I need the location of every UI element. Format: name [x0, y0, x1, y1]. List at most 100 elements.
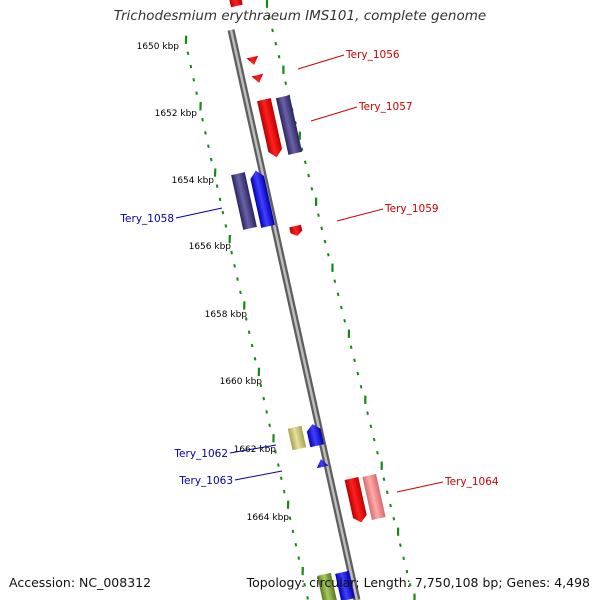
gene-tery-1062-block[interactable]	[287, 425, 307, 451]
minor-tick	[201, 117, 204, 122]
gene-tery-1057-arrow[interactable]	[257, 98, 283, 159]
gene-label-tery-1062[interactable]: Tery_1062	[173, 448, 228, 460]
minor-tick	[336, 292, 340, 297]
minor-tick	[209, 157, 213, 162]
minor-tick	[186, 51, 190, 56]
minor-tick	[303, 582, 306, 587]
minor-tick	[297, 556, 301, 560]
minor-tick	[221, 210, 225, 215]
minor-tick	[359, 384, 363, 389]
gene-purple-box	[231, 172, 257, 230]
gene-tery-1056-a[interactable]	[246, 55, 259, 66]
kbp-label-1654: 1654 kbp	[172, 176, 215, 186]
gene-light-red-box	[362, 474, 386, 520]
minor-tick	[399, 543, 402, 547]
kbp-label-1664: 1664 kbp	[247, 513, 290, 523]
minor-tick	[353, 358, 356, 363]
minor-tick	[259, 383, 263, 388]
gene-red-arrow	[257, 98, 283, 158]
minor-tick	[385, 490, 389, 495]
gene-label-tery-1059[interactable]: Tery_1059	[384, 203, 439, 215]
minor-tick	[408, 582, 412, 587]
minor-tick	[310, 186, 314, 191]
gene-tery-1064-arrow[interactable]	[344, 476, 368, 524]
leader-tery-1059	[336, 208, 384, 222]
gene-blue-arrow	[316, 459, 329, 469]
gene-purple-box	[275, 95, 303, 155]
gene-blue-arrow	[250, 170, 275, 228]
minor-tick	[244, 317, 248, 321]
gene-tery-1062-arrow[interactable]	[306, 423, 324, 448]
minor-tick	[224, 224, 228, 228]
minor-tick	[303, 160, 307, 165]
minor-tick	[279, 476, 283, 481]
gene-tery-1056-b[interactable]	[251, 73, 264, 84]
minor-tick	[333, 279, 337, 283]
minor-tick	[376, 450, 379, 455]
accession-text: Accession: NC_008312	[9, 575, 152, 590]
minor-tick	[320, 226, 324, 231]
leader-tery-1057	[310, 106, 358, 122]
gene-label-tery-1056[interactable]: Tery_1056	[345, 49, 400, 61]
minor-tick	[233, 264, 236, 268]
gene-labels: Tery_1056 Tery_1057 Tery_1058 Tery_1059 …	[119, 49, 499, 488]
gene-label-tery-1063[interactable]: Tery_1063	[178, 475, 233, 487]
minor-tick	[195, 91, 198, 95]
minor-tick	[277, 54, 281, 59]
kbp-label-1656: 1656 kbp	[189, 242, 232, 252]
minor-tick	[349, 345, 353, 349]
leader-tery-1062	[229, 444, 277, 454]
gene-label-tery-1058[interactable]: Tery_1058	[119, 213, 174, 225]
minor-tick	[250, 343, 254, 348]
gene-tery-1058-arrow[interactable]	[249, 169, 275, 228]
kbp-label-1662: 1662 kbp	[234, 445, 277, 455]
minor-tick	[207, 144, 210, 149]
gene-tery-1059-arrow[interactable]	[289, 224, 303, 237]
gene-label-tery-1064[interactable]: Tery_1064	[444, 476, 499, 488]
minor-tick	[284, 81, 288, 85]
gene-label-tery-1057[interactable]: Tery_1057	[358, 101, 413, 113]
topology-text: Topology: circular; Length: 7,750,108 bp…	[246, 575, 590, 590]
minor-tick	[372, 437, 376, 442]
minor-tick	[402, 556, 405, 561]
gene-red-arrow	[251, 73, 264, 83]
gene-tery-1064-block[interactable]	[362, 474, 386, 520]
gene-tery-1057-block[interactable]	[275, 95, 303, 155]
kbp-labels: 1650 kbp 1652 kbp 1654 kbp 1656 kbp 1658…	[137, 42, 290, 523]
minor-tick	[366, 411, 369, 415]
minor-tick	[215, 184, 219, 188]
minor-tick	[343, 318, 346, 323]
kbp-label-1650: 1650 kbp	[137, 42, 180, 52]
genome-backbone-highlight	[229, 29, 359, 600]
gene-tan-box	[287, 425, 307, 451]
minor-tick	[294, 542, 298, 547]
minor-tick	[268, 423, 271, 428]
gene-tery-1063-arrow[interactable]	[315, 458, 329, 469]
minor-tick	[382, 477, 386, 481]
leader-tery-1058	[175, 207, 223, 219]
minor-tick	[204, 131, 207, 135]
gene-bottom-blue[interactable]	[335, 570, 355, 600]
minor-tick	[218, 197, 222, 202]
gene-tery-1058-block[interactable]	[231, 172, 257, 230]
minor-tick	[392, 516, 396, 521]
minor-tick	[300, 147, 304, 151]
minor-tick	[389, 503, 392, 508]
left-tick-track	[184, 35, 309, 600]
minor-tick	[189, 64, 193, 69]
gene-bottom-olive[interactable]	[317, 572, 337, 600]
minor-tick	[306, 596, 309, 600]
minor-tick	[356, 371, 360, 376]
minor-tick	[265, 410, 268, 414]
gene-olive-box	[317, 572, 337, 600]
genome-title: Trichodesmium erythraeum IMS101, complet…	[113, 8, 487, 24]
leader-tery-1064	[396, 481, 444, 493]
kbp-label-1660: 1660 kbp	[220, 377, 263, 387]
gene-blue-box	[335, 570, 355, 600]
gene-red-box	[227, 0, 243, 8]
gene-top-red[interactable]	[227, 0, 243, 8]
kbp-label-1658: 1658 kbp	[205, 310, 248, 320]
minor-tick	[326, 252, 330, 257]
minor-tick	[369, 424, 373, 429]
